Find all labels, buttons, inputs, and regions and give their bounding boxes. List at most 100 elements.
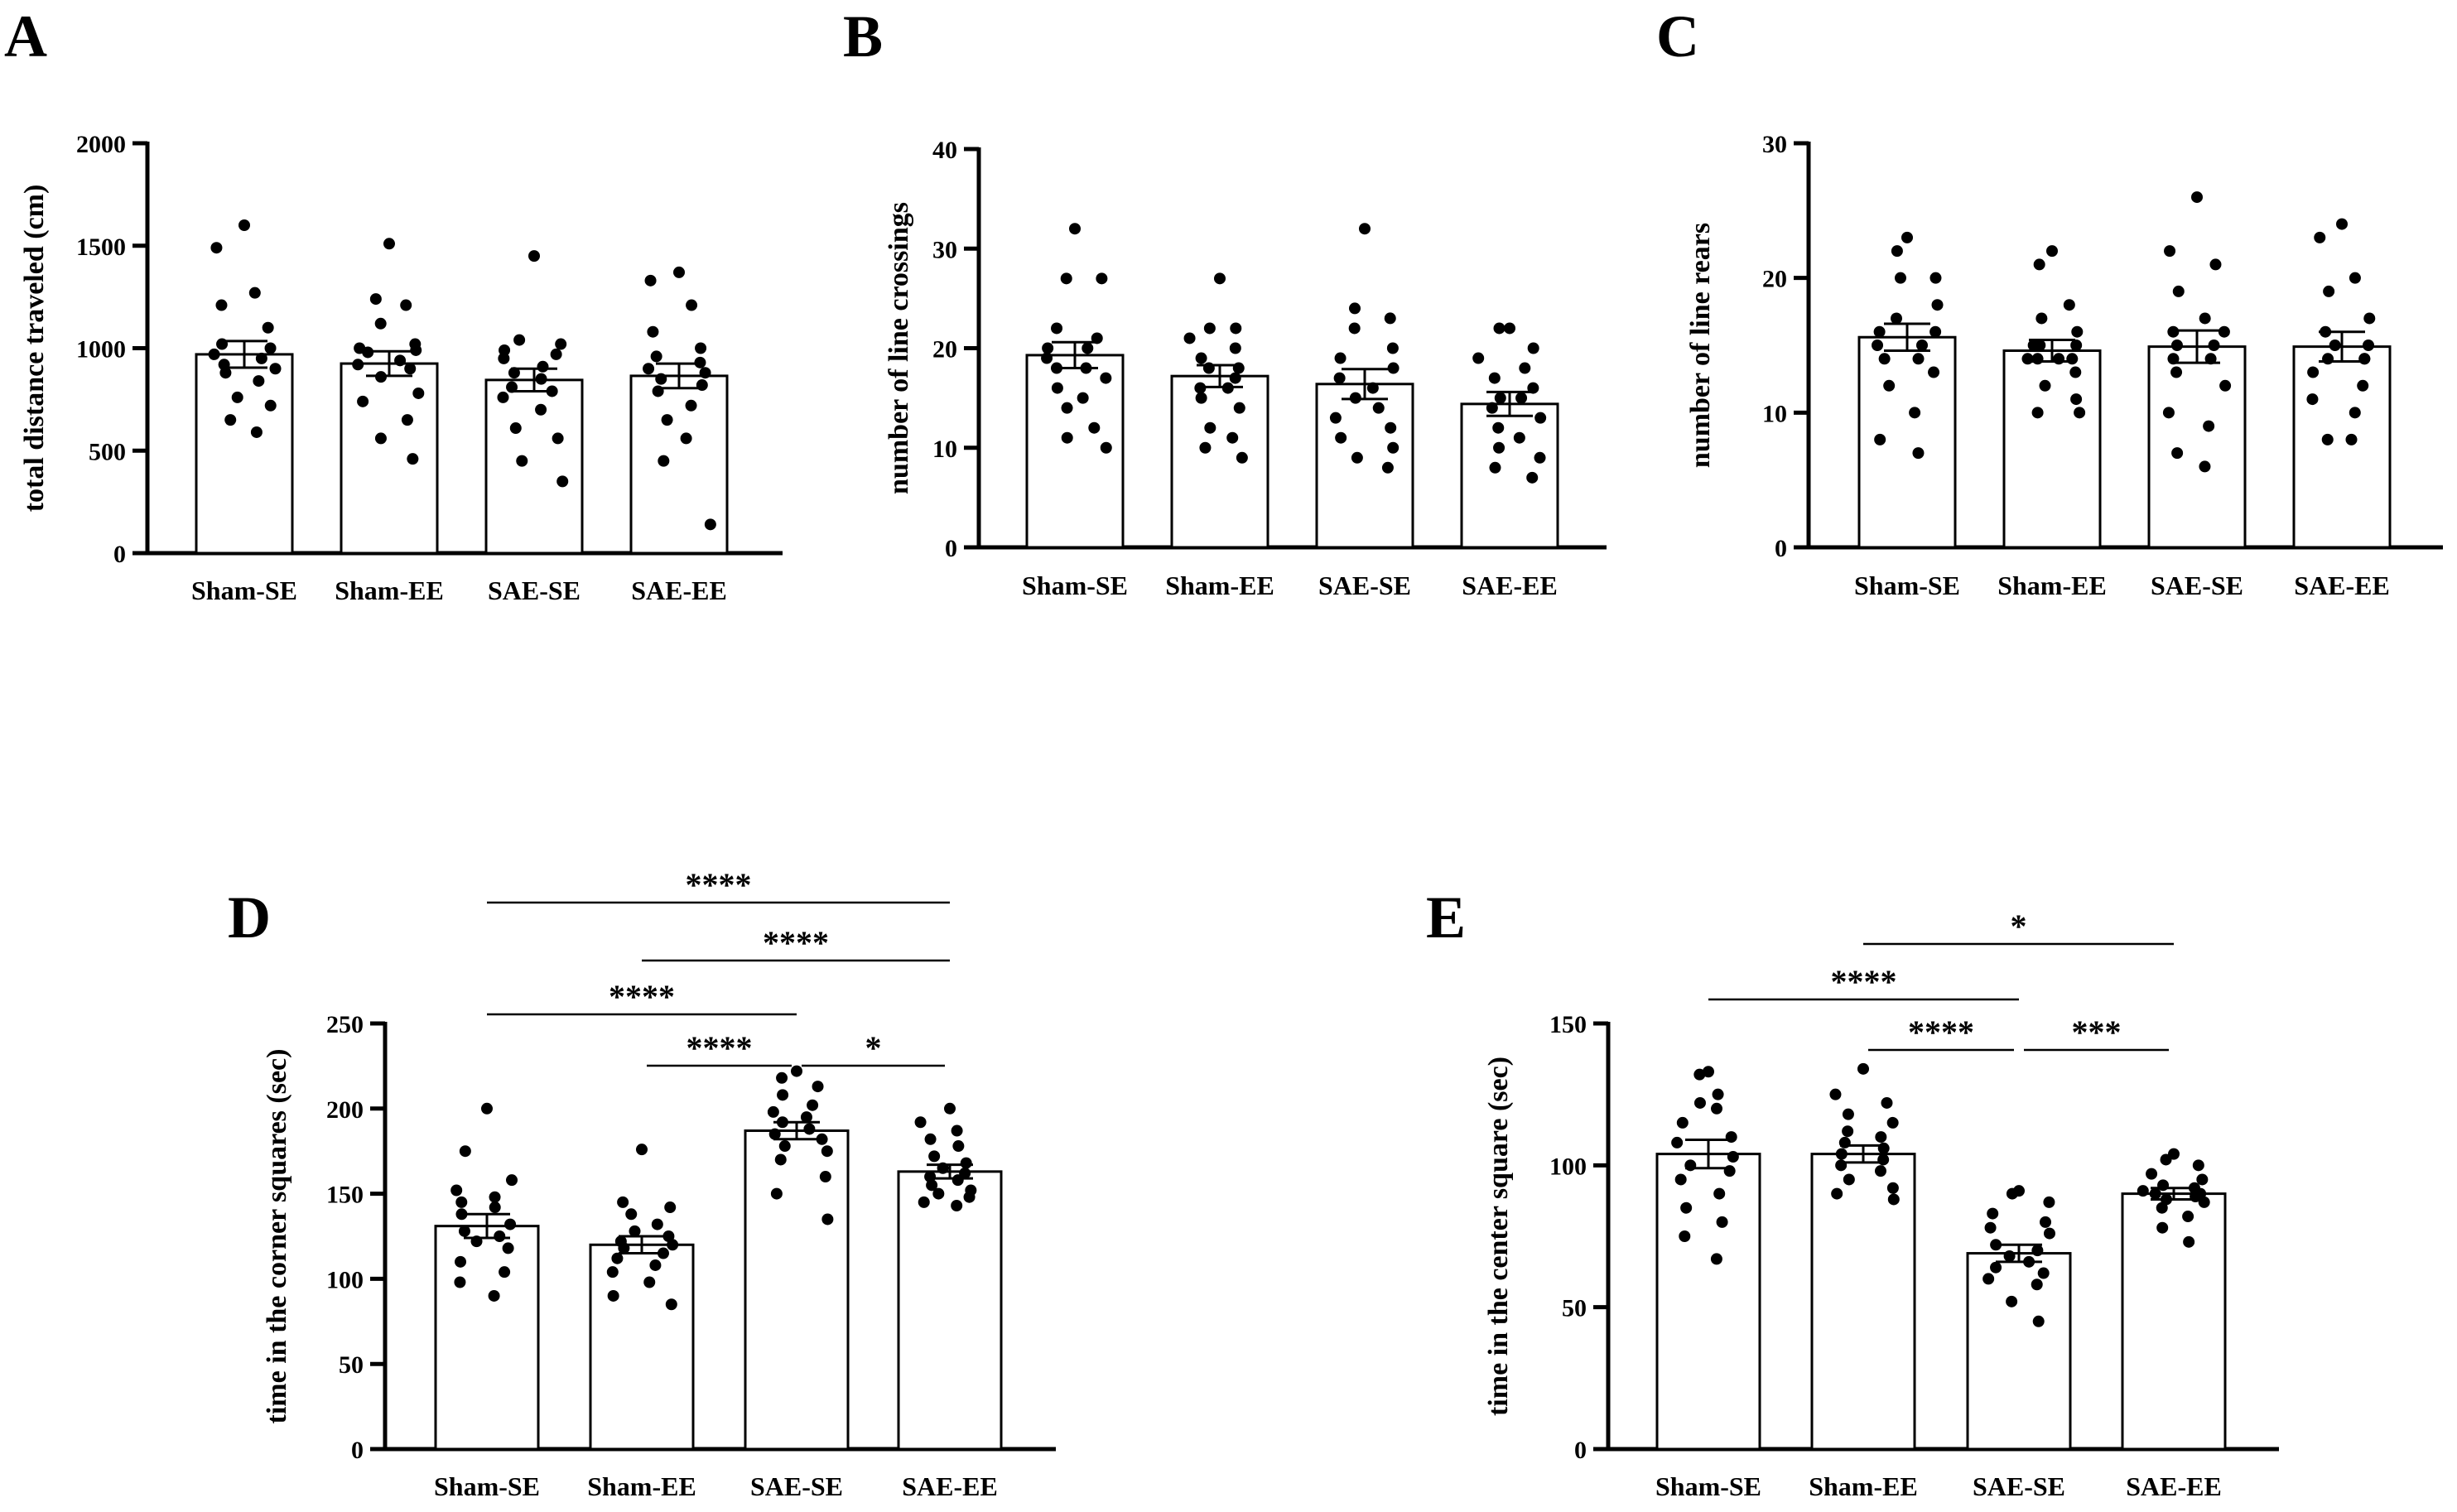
bar-sae-se (744, 1129, 850, 1451)
data-point (458, 1225, 470, 1237)
data-point (262, 321, 274, 334)
data-point (1387, 362, 1400, 374)
bar-sham-ee (1170, 374, 1269, 549)
data-point (1204, 421, 1216, 434)
data-point (1096, 272, 1108, 285)
data-point (1387, 441, 1400, 454)
data-point (2196, 1173, 2209, 1186)
data-point (2039, 379, 2051, 392)
data-point (696, 379, 708, 392)
data-point (2031, 1245, 2044, 1257)
data-point (352, 359, 364, 371)
data-point (1100, 372, 1112, 384)
data-point (651, 1218, 663, 1230)
data-point (807, 1099, 819, 1111)
data-point (1881, 1096, 1893, 1109)
y-axis-title: time in the center square (sec) (1483, 1057, 1514, 1416)
data-point (618, 1242, 630, 1254)
data-point (926, 1179, 938, 1192)
data-point (2171, 447, 2184, 460)
data-point (803, 1123, 816, 1135)
data-point (2363, 339, 2375, 351)
data-point (1385, 421, 1397, 434)
data-point (1693, 1068, 1706, 1081)
y-tick-label: 10 (1762, 400, 1787, 427)
y-tick-label: 150 (1549, 1011, 1587, 1038)
y-tick-label: 20 (932, 336, 957, 364)
data-point (1232, 362, 1245, 374)
data-point (528, 250, 540, 262)
bar-sae-ee (2121, 1192, 2227, 1451)
data-point (2167, 353, 2180, 365)
data-point (2033, 258, 2045, 271)
bar-sae-ee (1460, 402, 1559, 549)
y-tick-label: 500 (89, 438, 126, 465)
data-point (231, 391, 243, 403)
data-point (1916, 339, 1929, 351)
data-point (400, 299, 412, 311)
data-point (488, 1289, 500, 1302)
data-point (768, 1128, 781, 1140)
y-tick-label: 50 (339, 1351, 364, 1379)
data-point (1199, 441, 1212, 454)
data-point (658, 455, 670, 467)
panel-letter: E (1426, 884, 1466, 951)
y-tick-label: 150 (326, 1182, 364, 1209)
data-point (1929, 272, 1942, 284)
data-point (1534, 451, 1546, 464)
data-point (2006, 1295, 2018, 1307)
data-point (253, 375, 265, 388)
data-point (2170, 366, 2183, 378)
data-point (374, 317, 387, 330)
data-point (2192, 1159, 2204, 1172)
data-point (617, 1196, 629, 1208)
data-point (455, 1196, 468, 1208)
data-point (2006, 1187, 2018, 1200)
data-point (1493, 441, 1506, 454)
data-point (1912, 353, 1925, 365)
data-point (516, 455, 528, 467)
data-point (394, 354, 407, 367)
data-point (1829, 1088, 1842, 1100)
y-tick-label: 250 (326, 1011, 364, 1038)
data-point (661, 414, 673, 426)
data-point (362, 346, 374, 359)
data-point (455, 1255, 467, 1268)
data-point (1842, 1108, 1854, 1120)
bar-sae-ee (897, 1170, 1003, 1451)
data-point (504, 1218, 517, 1230)
data-point (238, 219, 250, 231)
data-point (2204, 353, 2217, 365)
data-point (1912, 447, 1925, 460)
data-point (215, 299, 228, 311)
data-point (1703, 1066, 1714, 1078)
category-label: Sham-SE (434, 1471, 540, 1501)
data-point (550, 348, 562, 360)
data-point (404, 363, 417, 375)
data-point (264, 399, 277, 412)
data-point (2199, 460, 2211, 473)
data-point (937, 1162, 949, 1174)
data-point (2219, 379, 2232, 392)
data-point (1842, 1125, 1854, 1138)
data-point (2156, 1201, 2168, 1214)
y-tick-label: 100 (1549, 1153, 1587, 1180)
data-point (636, 1144, 648, 1156)
data-point (1493, 322, 1506, 335)
category-label: SAE-SE (488, 575, 581, 605)
data-point (1349, 392, 1361, 404)
data-point (694, 356, 706, 368)
data-point (264, 342, 277, 354)
category-label: Sham-SE (1854, 571, 1960, 600)
data-point (2167, 325, 2180, 338)
data-point (1202, 362, 1215, 374)
data-point (506, 381, 518, 393)
data-point (625, 1208, 638, 1221)
y-tick-label: 50 (1562, 1295, 1587, 1322)
data-point (1710, 1253, 1722, 1265)
significance-label: **** (763, 924, 829, 961)
data-point (699, 367, 711, 379)
data-point (1203, 322, 1216, 335)
data-point (1041, 352, 1053, 364)
